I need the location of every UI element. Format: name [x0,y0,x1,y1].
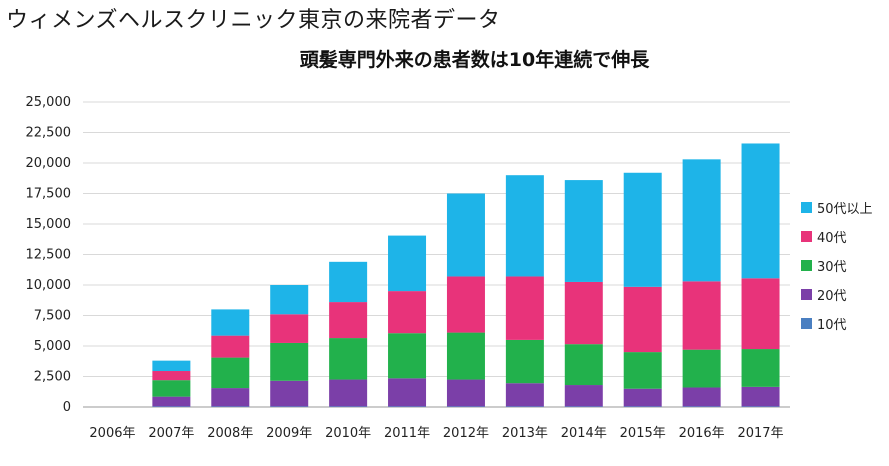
legend-swatch [801,231,812,242]
chart-title: 頭髪専門外来の患者数は10年連続で伸長 [299,49,650,71]
bar-segment [211,309,250,336]
x-tick-label: 2011年 [384,426,430,441]
bar-segment [741,143,780,279]
bar-segment [211,335,250,358]
legend-label: 10代 [817,318,847,333]
x-tick-label: 2009年 [266,426,312,441]
bar-segment [505,339,544,384]
y-axis-tick-labels: 0 2,500 5,000 7,500 10,000 12,500 15,000 17,500… [26,95,72,415]
y-tick-label: 5,000 [34,339,71,354]
bar-segment [741,406,780,407]
bar-segment [623,406,662,407]
y-tick-label: 2,500 [34,370,71,385]
bar-segment [505,276,544,340]
bar-segment [446,379,485,407]
legend-swatch [801,289,812,300]
bar-segment [329,406,368,407]
bar-segment [623,352,662,389]
x-tick-label: 2017年 [737,426,783,441]
bar-segment [329,338,368,380]
x-tick-label: 2014年 [561,426,607,441]
bar-segment [329,261,368,303]
y-tick-label: 0 [63,400,71,415]
x-tick-label: 2008年 [207,426,253,441]
bar-segment [505,175,544,277]
bar-segment [329,379,368,407]
bar-segment [329,302,368,339]
bar-segment [270,285,309,315]
bar-segment [505,406,544,407]
legend-label: 40代 [817,231,847,246]
bar-segment [623,388,662,407]
bar-segment [388,291,427,334]
bar-segment [741,349,780,387]
bar-segment [682,159,721,282]
bar-segment [446,332,485,380]
bar-segment [152,371,191,381]
bar-segment [152,360,191,372]
bar-segment [211,357,250,389]
bar-segment [152,396,191,407]
bar-segment [741,278,780,350]
bar-segment [388,406,427,407]
bar-segment [270,342,309,381]
bar-segment [388,235,427,292]
bar-segment [623,172,662,287]
bar-segment [564,180,603,282]
y-tick-label: 22,500 [26,126,72,141]
bar-segment [152,380,191,397]
x-tick-label: 2006年 [89,426,135,441]
bar-segment [682,281,721,350]
bar-segment [270,380,309,407]
bar-segment [211,388,250,407]
bar-segment [564,281,603,345]
x-tick-label: 2015年 [620,426,666,441]
bar-segment [682,406,721,407]
page-heading: ウィメンズヘルスクリニック東京の来院者データ [6,8,501,33]
y-tick-label: 15,000 [26,217,72,232]
grid-lines [83,101,790,408]
y-tick-label: 12,500 [26,248,72,263]
bar-segment [446,406,485,407]
bar-segment [388,333,427,379]
bar-segment [564,344,603,386]
y-tick-label: 10,000 [26,278,72,293]
y-tick-label: 20,000 [26,156,72,171]
legend-swatch [801,260,812,271]
y-tick-label: 7,500 [34,309,71,324]
bar-segment [564,406,603,407]
x-tick-label: 2012年 [443,426,489,441]
bar-segment [211,406,250,407]
bar-segment [446,193,485,277]
bar-segment [446,276,485,333]
x-axis-tick-labels: 2006年 2007年 2008年 2009年 2010年 2011年 2012年 2013年… [89,426,783,441]
bar-segment [682,387,721,407]
legend-swatch [801,318,812,329]
bar-segment [270,406,309,407]
y-tick-label: 25,000 [26,95,72,110]
bar-segment [388,378,427,407]
x-tick-label: 2013年 [502,426,548,441]
legend-swatch [801,202,812,213]
legend-label: 30代 [817,260,847,275]
bar-stacks [152,143,780,407]
bar-segment [623,286,662,353]
legend: 50代以上 40代 30代 20代 10代 [801,202,873,333]
x-tick-label: 2016年 [679,426,725,441]
legend-label: 50代以上 [817,202,873,217]
bar-segment [152,406,191,407]
x-tick-label: 2007年 [148,426,194,441]
y-tick-label: 17,500 [26,187,72,202]
legend-label: 20代 [817,289,847,304]
x-tick-label: 2010年 [325,426,371,441]
bar-segment [505,383,544,407]
bar-segment [682,349,721,388]
bar-segment [741,386,780,407]
bar-segment [270,314,309,343]
bar-segment [564,385,603,407]
